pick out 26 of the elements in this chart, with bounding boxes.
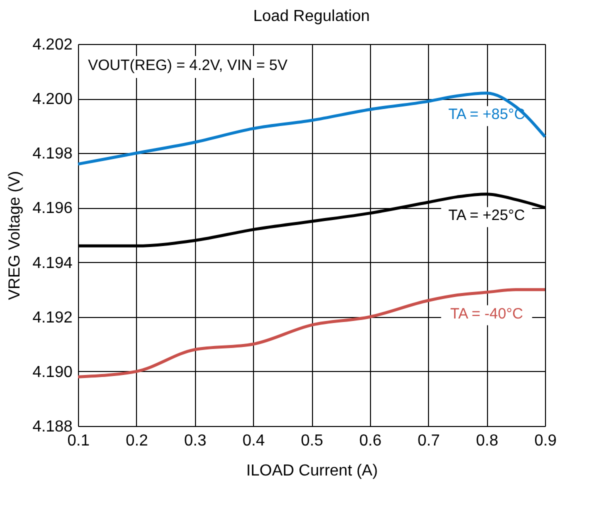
y-tick-label: 4.198 — [32, 146, 73, 163]
y-axis-title: VREG Voltage (V) — [6, 171, 24, 300]
annotation: VOUT(REG) = 4.2V, VIN = 5V — [88, 57, 288, 74]
x-tick-label: 0.1 — [67, 432, 90, 450]
y-tick-label: 4.188 — [32, 418, 73, 436]
line-series — [76, 92, 546, 166]
x-axis-title: ILOAD Current (A) — [246, 462, 378, 480]
x-tick-label: 0.9 — [534, 432, 557, 450]
x-tick-label: 0.7 — [418, 432, 440, 450]
y-tick-label: 4.190 — [32, 364, 73, 381]
series-label: TA = +25°C — [448, 207, 526, 224]
x-tick-label: 0.3 — [184, 432, 206, 450]
line-series — [76, 288, 546, 378]
y-tick-label: 4.192 — [32, 309, 73, 326]
series-label: TA = -40°C — [450, 305, 524, 322]
y-tick-label: 4.202 — [32, 36, 73, 54]
y-tick-label: 4.196 — [32, 200, 73, 218]
y-tick-label: 4.194 — [32, 254, 73, 272]
y-tick-label: 4.200 — [32, 91, 73, 108]
x-tick-label: 0.6 — [359, 432, 382, 450]
x-tick-label: 0.8 — [476, 432, 498, 450]
x-tick-label: 0.4 — [242, 432, 265, 450]
chart-title: Load Regulation — [253, 8, 370, 25]
x-tick-label: 0.2 — [126, 432, 148, 450]
series-label: TA = +85°C — [448, 106, 526, 124]
x-tick-label: 0.5 — [300, 432, 324, 450]
